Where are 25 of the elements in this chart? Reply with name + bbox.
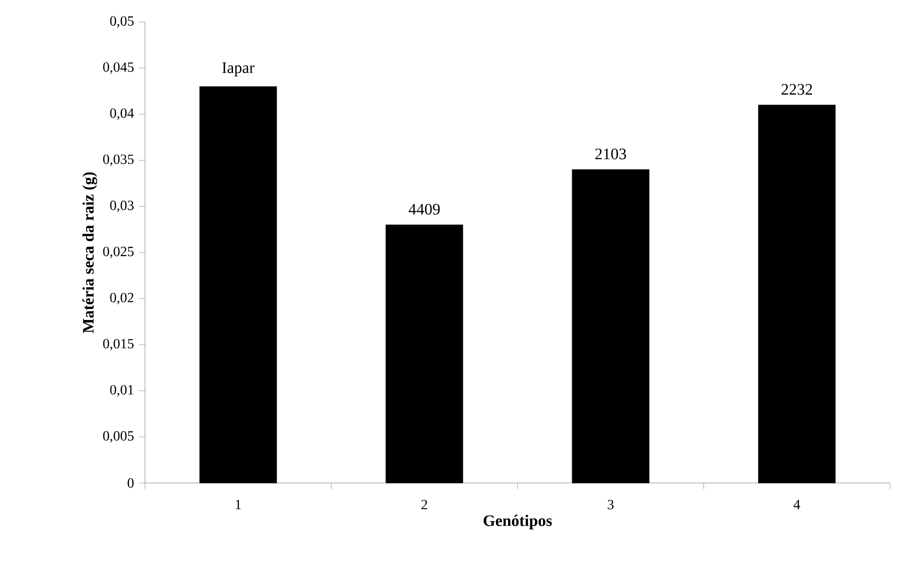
y-tick-label: 0,04: [110, 108, 134, 120]
bar: [386, 224, 464, 484]
annotation: 4409: [408, 204, 440, 215]
annotation: 2232: [782, 84, 812, 95]
x-tick-label: 4: [794, 500, 800, 510]
y-tick-label: 0: [128, 478, 134, 488]
y-tick-label: 0,005: [103, 431, 134, 443]
bar: [758, 104, 836, 484]
y-tick-label: 0,02: [110, 292, 134, 304]
x-tick-label: 3: [608, 500, 614, 510]
bar: [572, 169, 650, 484]
y-tick-label: 0,03: [110, 200, 134, 212]
y-tick-label: 0,035: [103, 154, 134, 166]
y-tick-label: 0,05: [110, 16, 134, 28]
x-tick-label: 1: [236, 500, 241, 510]
y-tick-label: 0,015: [103, 338, 134, 350]
bar: [199, 86, 277, 484]
y-tick-label: 0,045: [103, 62, 134, 74]
annotation: Iapar: [222, 62, 254, 76]
x-tick-label: 2: [421, 500, 428, 510]
y-tick-label: 0,025: [103, 246, 134, 258]
annotation: 2103: [595, 148, 626, 160]
x-axis-title: Genótipos: [484, 514, 552, 530]
y-axis-title: Matéria seca da raiz (g): [82, 172, 98, 334]
y-tick-label: 0,01: [110, 385, 134, 397]
